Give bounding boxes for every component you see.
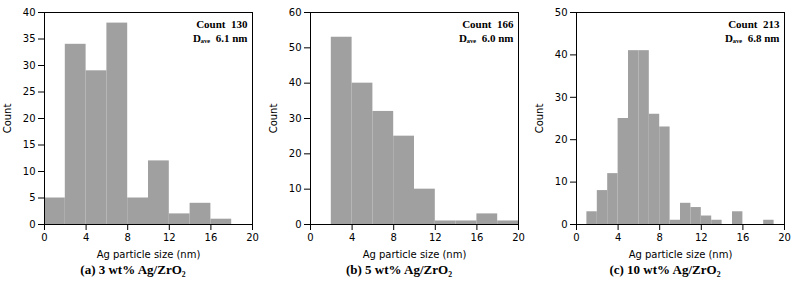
svg-text:12: 12 [429, 232, 442, 243]
svg-text:8: 8 [125, 232, 131, 243]
svg-text:0: 0 [307, 232, 313, 243]
svg-text:0: 0 [573, 232, 579, 243]
svg-text:16: 16 [471, 232, 484, 243]
svg-text:16: 16 [205, 232, 218, 243]
svg-text:Count: Count [534, 104, 545, 134]
svg-text:40: 40 [289, 77, 302, 88]
svg-text:Count 166: Count 166 [462, 18, 514, 30]
svg-text:30: 30 [23, 60, 36, 71]
svg-text:20: 20 [289, 148, 302, 159]
svg-text:12: 12 [695, 232, 708, 243]
svg-text:10: 10 [23, 166, 36, 177]
svg-text:Ag particle size (nm): Ag particle size (nm) [363, 249, 467, 260]
svg-text:8: 8 [657, 232, 663, 243]
svg-text:Ag particle size (nm): Ag particle size (nm) [629, 249, 733, 260]
svg-text:Count 213: Count 213 [728, 18, 780, 30]
svg-text:0: 0 [295, 219, 301, 230]
html-text:(c) 10 wt% Ag/ZrO₂: (c) 10 wt% Ag/ZrO₂ [609, 262, 721, 277]
svg-text:Count 130: Count 130 [196, 18, 248, 30]
html-text:(b) 5 wt% Ag/ZrO₂: (b) 5 wt% Ag/ZrO₂ [346, 262, 452, 277]
svg-text:50: 50 [555, 7, 568, 18]
svg-text:8: 8 [391, 232, 397, 243]
svg-text:5: 5 [29, 192, 35, 203]
svg-text:20: 20 [512, 232, 525, 243]
svg-text:60: 60 [289, 7, 302, 18]
svg-text:Count: Count [2, 104, 13, 134]
svg-text:Dₐᵥₑ 6.8 nm: Dₐᵥₑ 6.8 nm [725, 32, 780, 44]
svg-text:30: 30 [289, 113, 302, 124]
svg-text:50: 50 [289, 42, 302, 53]
svg-text:40: 40 [555, 49, 568, 60]
svg-text:Dₐᵥₑ 6.0 nm: Dₐᵥₑ 6.0 nm [459, 32, 514, 44]
svg-text:4: 4 [83, 232, 89, 243]
svg-text:10: 10 [555, 176, 568, 187]
svg-text:15: 15 [23, 139, 36, 150]
svg-text:0: 0 [561, 219, 567, 230]
svg-text:4: 4 [615, 232, 621, 243]
svg-text:16: 16 [737, 232, 750, 243]
svg-text:20: 20 [246, 232, 259, 243]
html-text:(a) 3 wt% Ag/ZrO₂: (a) 3 wt% Ag/ZrO₂ [80, 262, 186, 277]
svg-text:Dₐᵥₑ 6.1 nm: Dₐᵥₑ 6.1 nm [193, 32, 248, 44]
svg-text:35: 35 [23, 33, 36, 44]
svg-text:10: 10 [289, 183, 302, 194]
svg-text:20: 20 [778, 232, 791, 243]
svg-text:20: 20 [23, 113, 36, 124]
svg-text:Ag particle size (nm): Ag particle size (nm) [97, 249, 201, 260]
svg-text:Count: Count [268, 104, 279, 134]
svg-text:0: 0 [29, 219, 35, 230]
svg-text:40: 40 [23, 7, 36, 18]
svg-text:25: 25 [23, 86, 36, 97]
svg-text:0: 0 [41, 232, 47, 243]
svg-text:30: 30 [555, 92, 568, 103]
svg-text:4: 4 [349, 232, 355, 243]
svg-text:20: 20 [555, 134, 568, 145]
svg-text:12: 12 [163, 232, 176, 243]
